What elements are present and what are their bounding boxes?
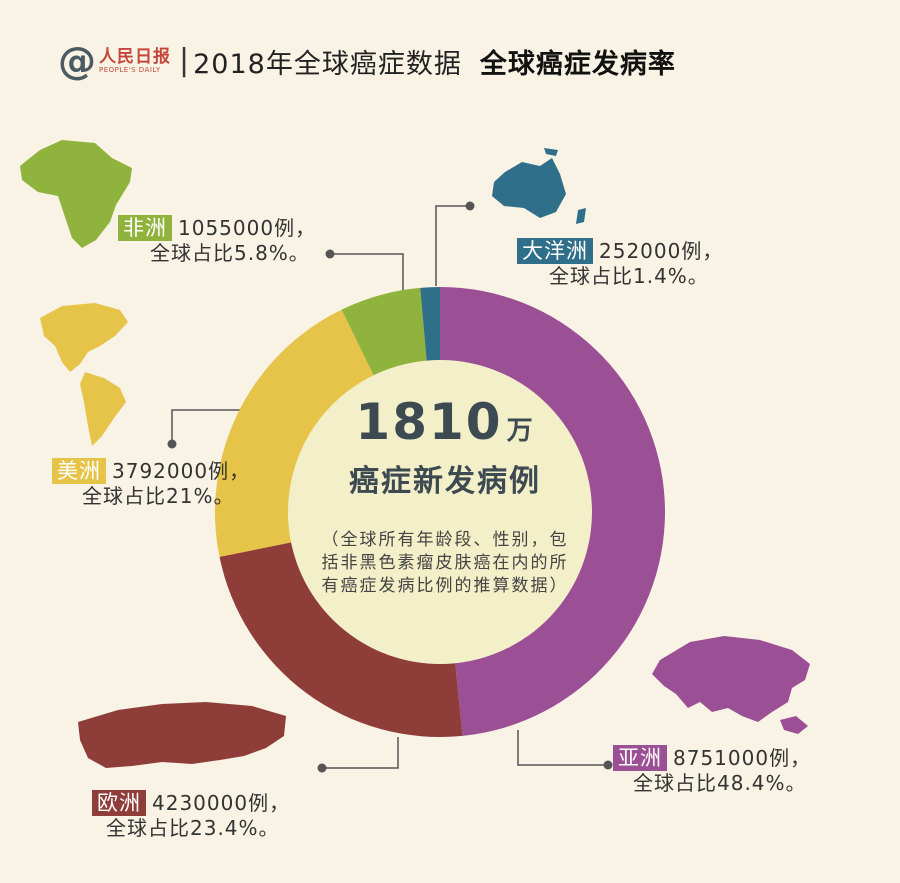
legend-asia-name: 亚洲 xyxy=(613,745,667,771)
legend-america: 美洲 3792000例， 全球占比21%。 xyxy=(52,458,250,509)
africa-map-icon xyxy=(20,140,132,248)
header: @ 人民日报 PEOPLE'S DAILY | 2018年全球癌症数据 全球癌症… xyxy=(58,36,676,86)
connector-europe xyxy=(322,737,399,769)
slice-america xyxy=(214,309,374,557)
total-cases-number: 1810 xyxy=(355,393,503,451)
donut-center-text: 1810 万 癌症新发病例 （全球所有年龄段、性别，包括非黑色素瘤皮肤癌在内的所有… xyxy=(275,394,615,598)
legend-oceania: 大洋洲 252000例， 全球占比1.4%。 xyxy=(517,238,723,289)
slice-africa xyxy=(341,287,427,376)
legend-africa-name: 非洲 xyxy=(118,215,172,241)
legend-oceania-name: 大洋洲 xyxy=(517,238,593,264)
connector-oceania-dot xyxy=(465,201,475,211)
people-daily-logo: @ 人民日报 PEOPLE'S DAILY xyxy=(58,42,171,80)
page-title: 2018年全球癌症数据 xyxy=(193,48,462,80)
connector-america-dot xyxy=(167,439,177,449)
total-cases-note: （全球所有年龄段、性别，包括非黑色素瘤皮肤癌在内的所有癌症发病比例的推算数据） xyxy=(321,530,569,596)
america-map-icon xyxy=(40,303,128,446)
legend-africa-cases: 1055000例， xyxy=(178,216,317,240)
legend-europe: 欧洲 4230000例， 全球占比23.4%。 xyxy=(92,790,290,841)
connector-oceania xyxy=(435,205,470,286)
legend-europe-name: 欧洲 xyxy=(92,790,146,816)
connector-africa-dot xyxy=(325,249,335,259)
connector-asia xyxy=(517,730,608,766)
connector-america xyxy=(171,409,240,444)
total-cases-unit: 万 xyxy=(506,416,535,446)
connector-europe-dot xyxy=(317,763,327,773)
legend-asia-share: 全球占比48.4%。 xyxy=(633,771,807,795)
legend-america-share: 全球占比21%。 xyxy=(82,484,235,508)
connector-asia-dot xyxy=(603,760,613,770)
donut-center-disc xyxy=(288,360,592,664)
title-separator: | xyxy=(179,43,190,78)
logo-chinese-name: 人民日报 xyxy=(99,46,171,67)
legend-america-cases: 3792000例， xyxy=(112,459,251,483)
legend-asia: 亚洲 8751000例， 全球占比48.4%。 xyxy=(613,745,811,796)
page-subtitle: 全球癌症发病率 xyxy=(479,48,676,80)
legend-africa-share: 全球占比5.8%。 xyxy=(150,241,310,265)
connector-lines xyxy=(167,201,613,773)
legend-asia-cases: 8751000例， xyxy=(673,746,812,770)
legend-europe-share: 全球占比23.4%。 xyxy=(106,816,280,840)
asia-map-icon xyxy=(652,636,810,734)
continent-maps xyxy=(20,140,810,768)
donut-slices xyxy=(214,287,665,737)
legend-oceania-share: 全球占比1.4%。 xyxy=(549,264,709,288)
logo-english-name: PEOPLE'S DAILY xyxy=(99,65,161,74)
connector-africa xyxy=(330,253,404,300)
legend-america-name: 美洲 xyxy=(52,458,106,484)
legend-europe-cases: 4230000例， xyxy=(152,791,291,815)
slice-oceania xyxy=(420,287,440,361)
total-cases-label: 癌症新发病例 xyxy=(349,464,541,499)
legend-oceania-cases: 252000例， xyxy=(599,239,724,263)
logo-at-icon: @ xyxy=(58,39,96,83)
europe-map-icon xyxy=(78,702,286,768)
slice-europe xyxy=(219,542,463,737)
legend-africa: 非洲 1055000例， 全球占比5.8%。 xyxy=(118,215,316,266)
oceania-map-icon xyxy=(492,148,586,224)
slice-asia xyxy=(440,287,665,736)
